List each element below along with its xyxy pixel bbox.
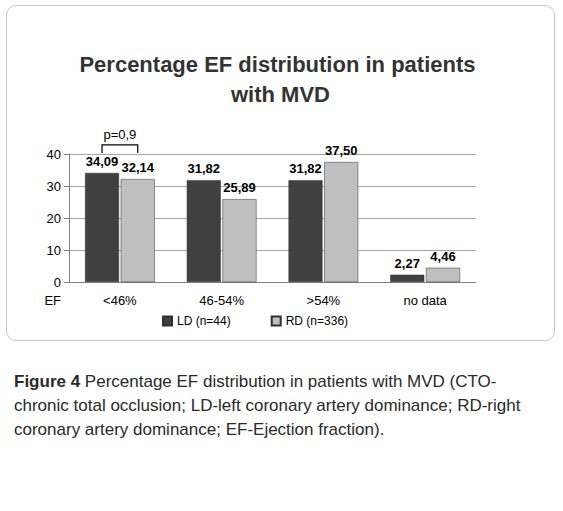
svg-text:31,82: 31,82 [188, 161, 221, 176]
svg-text:RD (n=336): RD (n=336) [286, 314, 348, 328]
html-text:Figure 4 Percentage EF distrib: Figure 4 Percentage EF distribution in p… [14, 372, 521, 439]
svg-text:LD (n=44): LD (n=44) [177, 314, 231, 328]
svg-text:with MVD: with MVD [230, 82, 330, 107]
svg-text:0: 0 [54, 275, 61, 290]
svg-text:31,82: 31,82 [289, 161, 322, 176]
svg-text:40: 40 [47, 147, 61, 162]
svg-text:EF: EF [44, 293, 61, 308]
svg-text:32,14: 32,14 [121, 160, 154, 175]
svg-text:Percentage EF distribution in: Percentage EF distribution in patients [79, 52, 481, 77]
svg-text:46-54%: 46-54% [199, 293, 244, 308]
svg-text:37,50: 37,50 [325, 143, 358, 158]
svg-text:20: 20 [47, 211, 61, 226]
svg-text:30: 30 [47, 179, 61, 194]
svg-text:2,27: 2,27 [395, 256, 420, 271]
svg-text:<46%: <46% [103, 293, 137, 308]
svg-text:p=0,9: p=0,9 [103, 127, 136, 142]
svg-text:4,46: 4,46 [430, 249, 455, 264]
svg-text:no data: no data [403, 293, 447, 308]
svg-text:10: 10 [47, 243, 61, 258]
svg-text:25,89: 25,89 [223, 180, 256, 195]
svg-text:34,09: 34,09 [86, 154, 119, 169]
svg-text:>54%: >54% [307, 293, 341, 308]
